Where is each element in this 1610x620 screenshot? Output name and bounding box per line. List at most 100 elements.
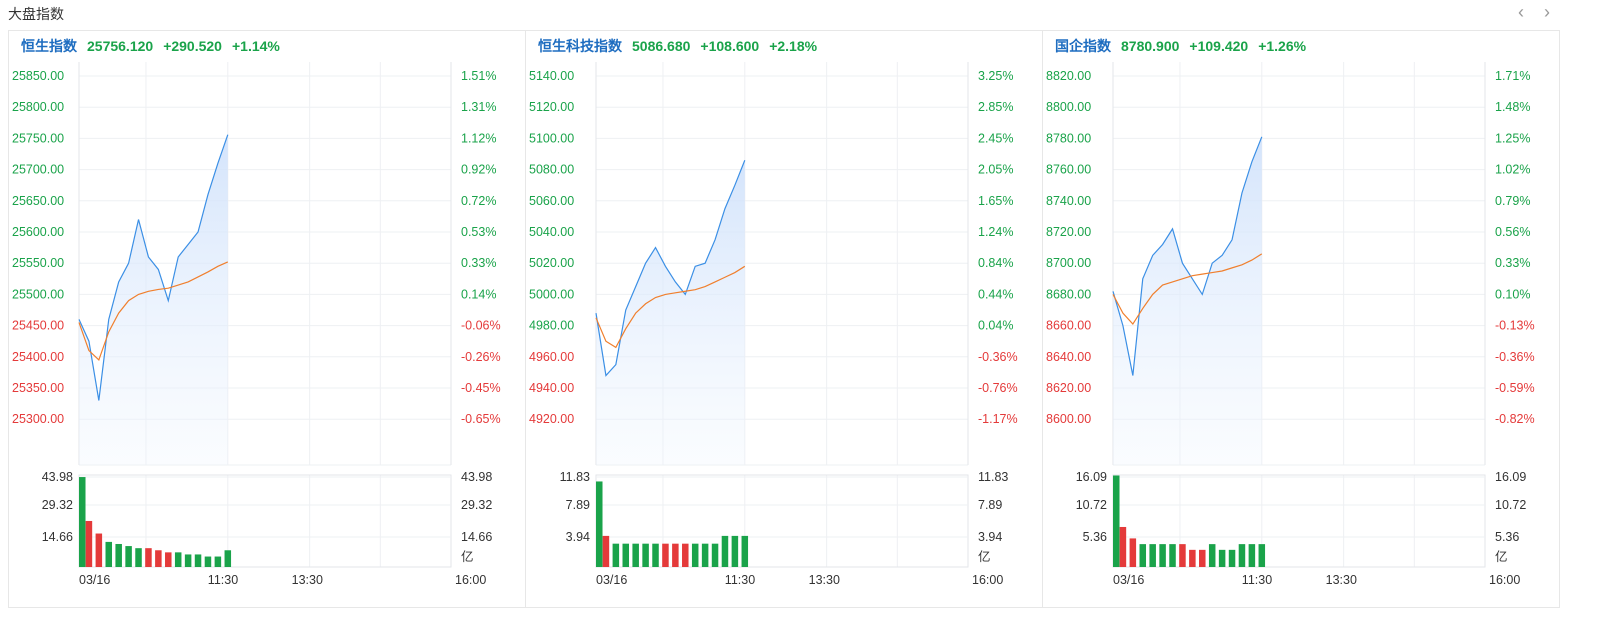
volume-bar — [1119, 526, 1127, 567]
volume-tick-label: 5.36 — [1495, 530, 1519, 544]
price-tick-label: 8700.00 — [1046, 256, 1091, 270]
index-price: 5086.680 — [632, 38, 691, 54]
price-tick-label: 8660.00 — [1046, 319, 1091, 333]
time-tick-label: 11:30 — [725, 573, 755, 587]
volume-tick-label: 3.94 — [978, 530, 1002, 544]
index-pct: +1.26% — [1258, 38, 1306, 54]
price-tick-label: 8780.00 — [1046, 131, 1091, 145]
volume-bar — [1228, 549, 1236, 567]
volume-tick-label: 10.72 — [1495, 498, 1526, 512]
pct-tick-label: 1.12% — [461, 131, 496, 145]
pct-tick-label: 0.92% — [461, 163, 496, 177]
intraday-chart: 国企指数 8780.900 +109.420 +1.26% 8820.00 8800.00… — [1046, 38, 1535, 587]
pct-tick-label: 0.33% — [1495, 256, 1530, 270]
panel-hsi[interactable]: 恒生指数 25756.120 +290.520 +1.14% 25850.00 25800… — [8, 30, 525, 608]
prev-arrow-icon[interactable]: ‹ — [1518, 2, 1524, 22]
pct-tick-label: 3.25% — [978, 69, 1013, 83]
price-tick-label: 8620.00 — [1046, 381, 1091, 395]
price-tick-label: 5040.00 — [529, 225, 574, 239]
volume-bar — [184, 554, 192, 567]
volume-bar — [652, 543, 659, 567]
average-line — [78, 261, 229, 361]
volume-bar — [1139, 544, 1147, 567]
pct-tick-label: 0.14% — [461, 287, 496, 301]
price-area — [1113, 136, 1262, 465]
volume-bar — [204, 556, 212, 567]
volume-bar — [125, 546, 132, 567]
index-header: 恒生指数 25756.120 +290.520 +1.14% — [21, 38, 280, 54]
price-tick-label: 8820.00 — [1046, 69, 1091, 83]
volume-tick-label: 7.89 — [566, 498, 590, 512]
pct-tick-label: 1.24% — [978, 225, 1013, 239]
volume-tick-label: 10.72 — [1076, 498, 1107, 512]
pct-tick-label: 0.04% — [978, 319, 1013, 333]
pct-tick-label: 1.71% — [1495, 69, 1530, 83]
index-header: 国企指数 8780.900 +109.420 +1.26% — [1055, 38, 1307, 54]
volume-bar — [1258, 544, 1266, 567]
volume-bar — [1113, 475, 1120, 567]
volume-bar — [642, 543, 649, 567]
volume-bar — [1179, 544, 1186, 567]
pct-tick-label: 0.33% — [461, 256, 496, 270]
volume-bar — [711, 543, 719, 567]
index-name: 恒生指数 — [21, 38, 78, 54]
price-tick-label: 25750.00 — [12, 131, 64, 145]
price-tick-label: 25800.00 — [12, 100, 64, 114]
time-tick-label: 11:30 — [208, 573, 238, 587]
time-tick-label: 03/16 — [79, 573, 110, 587]
next-arrow-icon[interactable]: › — [1544, 2, 1550, 22]
volume-bar — [632, 543, 639, 567]
pct-tick-label: -0.45% — [461, 381, 501, 395]
volume-bar — [224, 550, 232, 567]
index-change: +290.520 — [163, 38, 222, 54]
time-tick-label: 11:30 — [1242, 573, 1272, 587]
pct-tick-label: 0.79% — [1495, 194, 1530, 208]
pct-tick-label: -0.26% — [461, 350, 501, 364]
price-tick-label: 5100.00 — [529, 131, 574, 145]
volume-bar — [155, 550, 162, 567]
volume-bar — [95, 533, 103, 567]
pct-tick-label: -0.82% — [1495, 412, 1535, 426]
pct-tick-label: -0.06% — [461, 319, 501, 333]
volume-bar — [701, 543, 709, 567]
pct-tick-label: 1.65% — [978, 194, 1013, 208]
volume-tick-label: 11.83 — [978, 470, 1008, 484]
volume-bar — [596, 481, 603, 567]
volume-bar — [1208, 544, 1216, 567]
time-tick-label: 03/16 — [596, 573, 627, 587]
average-line — [1112, 253, 1263, 326]
pct-tick-label: -0.13% — [1495, 319, 1535, 333]
volume-unit: 亿 — [1495, 549, 1508, 564]
price-tick-label: 25550.00 — [12, 256, 64, 270]
pct-tick-label: 0.72% — [461, 194, 496, 208]
panel-hstech[interactable]: 恒生科技指数 5086.680 +108.600 +2.18% 5140.00 5120.… — [525, 30, 1042, 608]
volume-bar — [741, 535, 749, 567]
pct-tick-label: 0.44% — [978, 287, 1013, 301]
pct-tick-label: -1.17% — [978, 412, 1018, 426]
volume-bar — [194, 554, 202, 567]
price-tick-label: 5120.00 — [529, 100, 574, 114]
index-pct: +1.14% — [232, 38, 280, 54]
volume-bar — [691, 543, 699, 567]
volume-bar — [1199, 549, 1206, 567]
volume-frame — [1112, 474, 1486, 568]
volume-bar — [672, 543, 679, 567]
volume-bar — [682, 543, 689, 567]
volume-bar — [1169, 544, 1176, 567]
pct-tick-label: 1.51% — [461, 69, 496, 83]
price-tick-label: 5000.00 — [529, 287, 574, 301]
volume-bar — [79, 477, 86, 567]
volume-bar — [1129, 538, 1137, 567]
price-tick-label: 25700.00 — [12, 163, 64, 177]
panel-hscei[interactable]: 国企指数 8780.900 +109.420 +1.26% 8820.00 8800.00… — [1042, 30, 1559, 608]
price-tick-label: 25500.00 — [12, 287, 64, 301]
volume-bar — [1238, 544, 1246, 567]
index-change: +108.600 — [700, 38, 759, 54]
volume-tick-label: 3.94 — [566, 530, 590, 544]
price-tick-label: 5140.00 — [529, 69, 574, 83]
volume-bar — [1218, 549, 1226, 567]
volume-bar — [1248, 544, 1256, 567]
price-tick-label: 8800.00 — [1046, 100, 1091, 114]
price-line — [78, 134, 229, 401]
price-tick-label: 8640.00 — [1046, 350, 1091, 364]
